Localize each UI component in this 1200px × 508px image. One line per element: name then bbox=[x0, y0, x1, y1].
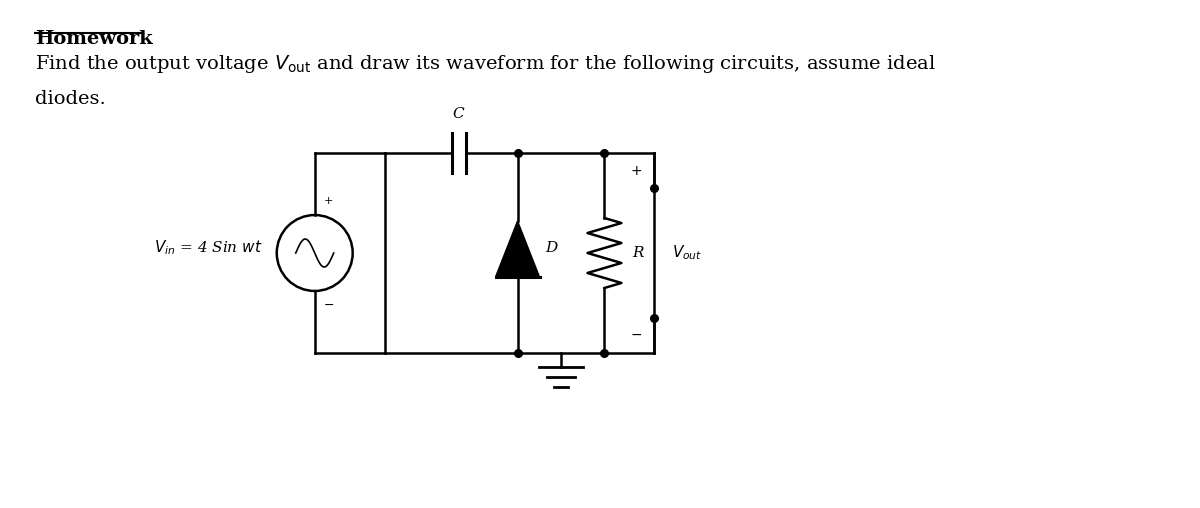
Text: $V_{in}$ = 4 Sin $wt$: $V_{in}$ = 4 Sin $wt$ bbox=[155, 239, 263, 258]
Polygon shape bbox=[496, 221, 540, 277]
Text: +: + bbox=[631, 164, 642, 178]
Text: $V_{out}$: $V_{out}$ bbox=[672, 244, 703, 262]
Text: diodes.: diodes. bbox=[35, 90, 106, 108]
Text: −: − bbox=[324, 299, 334, 311]
Text: Homework: Homework bbox=[35, 30, 152, 48]
Text: C: C bbox=[452, 107, 464, 121]
Text: +: + bbox=[324, 196, 334, 206]
Text: R: R bbox=[632, 246, 644, 260]
Text: Find the output voltage $V_{\mathrm{out}}$ and draw its waveform for the followi: Find the output voltage $V_{\mathrm{out}… bbox=[35, 53, 936, 75]
Text: D: D bbox=[546, 241, 558, 255]
Text: −: − bbox=[631, 328, 642, 342]
